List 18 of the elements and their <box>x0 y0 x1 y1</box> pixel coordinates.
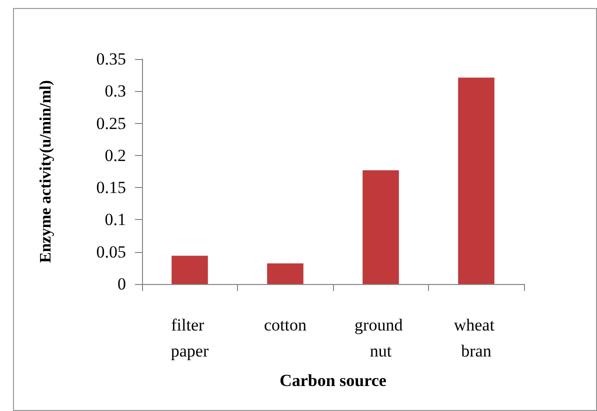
x-tick-label: ground nut <box>354 316 407 360</box>
y-tick-label: 0.25 <box>96 114 126 133</box>
x-tick-label: cotton <box>264 316 307 334</box>
x-tick-label: filter paper <box>170 316 209 360</box>
y-tick-label: 0.05 <box>96 242 126 262</box>
y-tick-label: 0.3 <box>104 82 126 101</box>
x-tick-label: wheat bran <box>454 316 499 360</box>
bar <box>172 256 208 284</box>
y-tick-label: 0.1 <box>104 210 126 230</box>
bar <box>362 170 399 284</box>
y-tick-label: 0.2 <box>104 146 126 165</box>
x-axis-title: Carbon source <box>280 371 387 390</box>
bar <box>267 263 304 284</box>
y-tick-label: 0.35 <box>96 50 126 68</box>
y-axis-title: Enzyme activity(u/min/ml) <box>38 80 54 263</box>
y-tick-label: 0 <box>118 274 126 294</box>
y-tick-label: 0.15 <box>96 178 126 198</box>
bar <box>458 78 494 284</box>
